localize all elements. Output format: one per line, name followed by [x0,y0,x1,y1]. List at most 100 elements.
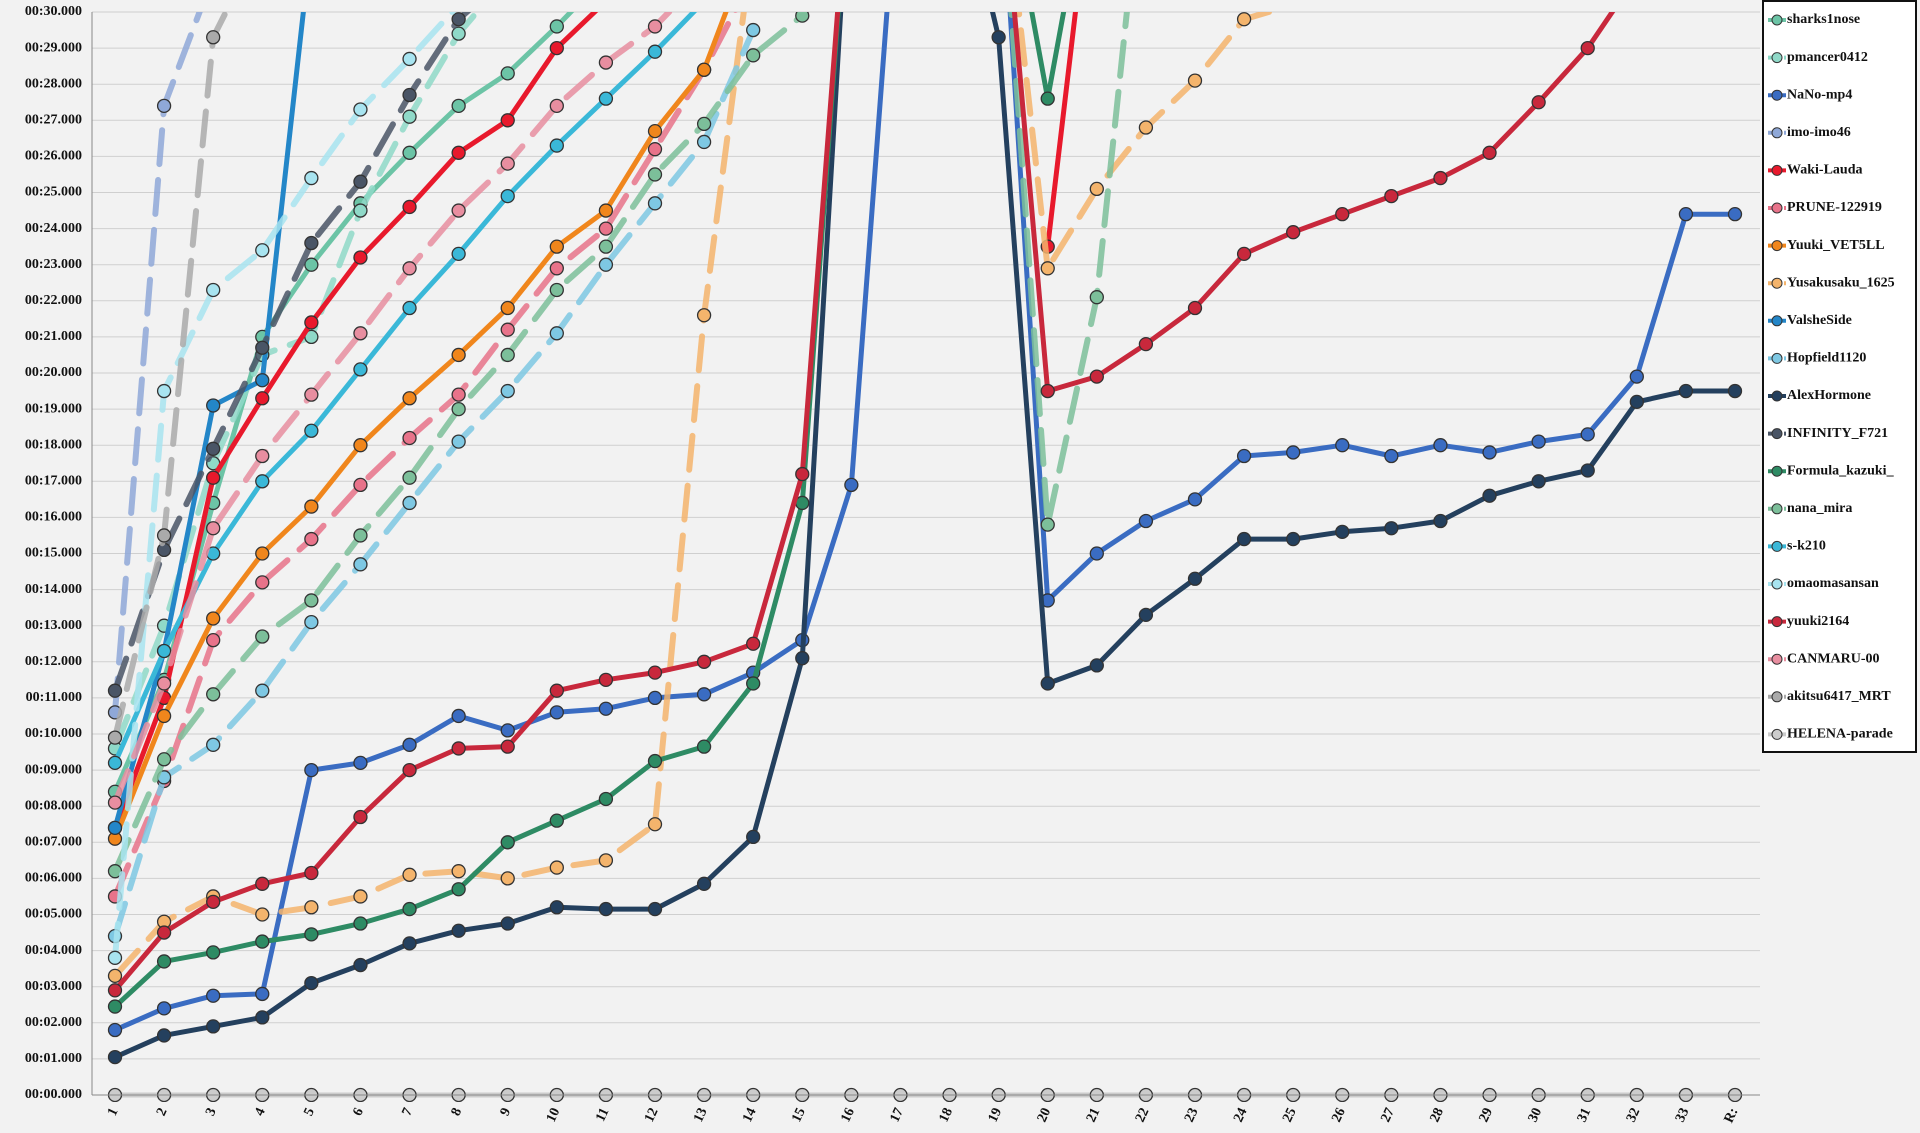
y-tick-label: 00:20.000 [25,365,82,380]
data-point [1335,207,1350,222]
legend-label: AlexHormone [1787,388,1871,403]
data-point [304,235,319,251]
series-line [112,12,457,961]
y-tick-label: 00:13.000 [25,618,82,633]
data-point [696,654,712,669]
data-point [746,829,761,845]
data-point [549,261,564,276]
data-point [304,865,319,881]
legend-label: Yusakusaku_1625 [1787,275,1895,290]
data-point [549,282,564,298]
data-point [696,134,712,150]
data-point [500,835,515,850]
data-point [549,813,564,828]
legend-marker [1771,540,1783,552]
legend-label: yuuki2164 [1787,614,1849,629]
x-tick-label: 26 [1329,1106,1349,1125]
data-point [353,557,368,572]
data-point [156,643,172,659]
data-point [353,102,368,117]
data-point [304,900,319,915]
grid [92,11,1760,1096]
y-tick-label: 00:06.000 [25,871,82,886]
data-point [402,51,417,67]
data-point [451,708,466,724]
data-point [1138,513,1154,529]
data-point [255,986,270,1002]
data-point [1187,571,1203,586]
data-point [107,795,123,810]
data-point [255,575,270,590]
data-point [255,1010,270,1025]
data-point [549,40,564,56]
data-point [451,741,466,756]
data-point [1040,261,1055,276]
data-point [304,593,319,608]
data-point [451,145,466,160]
data-point [402,199,417,215]
data-point [156,676,172,691]
y-tick-label: 00:27.000 [25,113,82,128]
legend-marker [1771,616,1783,628]
data-point [304,257,319,272]
data-point [353,916,368,931]
data-point [206,737,221,752]
data-point [696,739,712,754]
legend-box [1762,0,1917,753]
data-point [304,170,319,186]
data-point [1138,607,1154,623]
x-tick-label: 33 [1673,1106,1693,1125]
legend-marker [1771,503,1783,515]
legend-marker [1771,352,1783,364]
data-point [1335,438,1350,453]
legend-label: HELENA-parade [1787,727,1893,742]
data-point [1089,369,1104,384]
data-point [647,901,663,917]
data-point [206,945,221,960]
data-point [304,762,319,778]
data-point [304,975,319,991]
data-point [402,391,417,406]
y-tick-label: 00:15.000 [25,546,82,561]
data-point [549,683,564,698]
legend-marker [1771,728,1783,740]
x-tick-label: 24 [1231,1106,1251,1125]
axes: 00:00.000 00:01.000 00:02.000 00:03.000 00:0… [25,4,1760,1125]
data-point [647,123,663,139]
data-point [1433,170,1448,186]
data-point [402,495,417,511]
data-point [451,12,466,27]
data-point [598,55,614,70]
data-point [500,383,515,399]
legend-label: CANMARU-00 [1787,651,1880,666]
x-tick-label: 10 [544,1106,564,1125]
data-point [255,391,270,406]
data-point [353,438,368,453]
data-point [500,156,515,171]
x-tick-label: 11 [593,1106,612,1124]
x-tick-label: 17 [887,1106,907,1125]
data-point [549,239,564,254]
data-point [795,12,810,23]
data-point [1384,188,1399,204]
data-point [107,999,123,1014]
data-point [1580,427,1595,442]
y-tick-label: 00:30.000 [25,4,82,19]
data-point [1138,120,1154,135]
data-point [353,174,368,189]
data-point [353,477,368,493]
data-point [402,936,417,951]
x-tick-label: 31 [1575,1106,1595,1125]
data-point [156,925,172,940]
data-point [1384,448,1399,464]
data-point [598,91,614,106]
data-point [255,629,270,644]
y-tick-label: 00:09.000 [25,762,82,777]
data-point [451,98,466,114]
legend-label: pmancer0412 [1787,50,1868,65]
data-point [549,326,564,341]
data-point [500,347,515,363]
legend-marker [1771,14,1783,26]
data-point [1335,524,1350,539]
data-point [598,791,614,807]
